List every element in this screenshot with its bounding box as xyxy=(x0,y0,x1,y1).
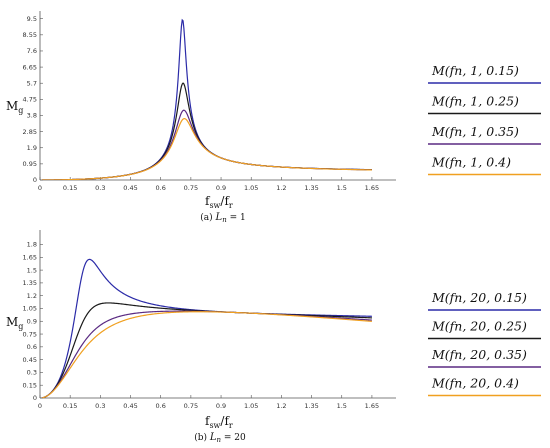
series-line-4 xyxy=(42,118,372,180)
x-tick-label: 0.3 xyxy=(95,402,105,410)
legend-label: M(fn, 1, 0.4) xyxy=(431,155,511,170)
x-tick-label: 1.35 xyxy=(304,184,318,192)
x-tick-label: 0 xyxy=(38,184,42,192)
y-tick-label: 1.9 xyxy=(27,144,37,152)
x-tick-label: 0 xyxy=(38,402,42,410)
y-axis-label: Mg xyxy=(6,99,23,115)
x-tick-label: 0.75 xyxy=(184,184,198,192)
x-tick-label: 1.65 xyxy=(365,402,379,410)
y-tick-label: 0 xyxy=(33,394,37,402)
series-line-3 xyxy=(41,310,372,398)
y-tick-label: 9.5 xyxy=(27,15,37,23)
x-tick-label: 0.6 xyxy=(156,402,166,410)
panel-b: 0 0.15 0.3 0.45 0.6 0.75 0.9 1.05 1.2 1.35 1.5 1.65… xyxy=(6,230,541,444)
y-tick-label: 0 xyxy=(33,176,37,184)
series-line-1 xyxy=(41,258,372,398)
x-tick-label: 0.3 xyxy=(95,184,105,192)
y-tick-label: 1.05 xyxy=(23,305,37,313)
y-tick-label: 7.6 xyxy=(27,47,37,55)
legend-label: M(fn, 20, 0.15) xyxy=(431,290,527,305)
x-tick-label: 1.65 xyxy=(365,184,379,192)
x-tick-label: 1.5 xyxy=(337,402,347,410)
y-tick-label: 8.55 xyxy=(23,31,37,39)
panel-caption: (b) Ln = 20 xyxy=(194,432,246,444)
series-line-3 xyxy=(42,109,372,180)
y-tick-label: 4.75 xyxy=(23,96,37,104)
y-tick-label: 1.8 xyxy=(27,241,37,249)
legend-label: M(fn, 1, 0.35) xyxy=(431,124,519,139)
x-tick-label: 1.2 xyxy=(276,402,286,410)
series-line-2 xyxy=(42,82,372,180)
x-tick-label: 1.5 xyxy=(337,184,347,192)
legend-label: M(fn, 1, 0.25) xyxy=(431,94,519,109)
x-tick-label: 0.75 xyxy=(184,402,198,410)
x-axis-label: fsw/fr xyxy=(205,194,233,210)
y-tick-label: 0.45 xyxy=(23,356,37,364)
legend-label: M(fn, 20, 0.25) xyxy=(431,319,527,334)
y-tick-label: 0.15 xyxy=(23,381,37,389)
series-line-4 xyxy=(41,311,372,398)
y-tick-label: 6.65 xyxy=(23,63,37,71)
x-tick-label: 1.05 xyxy=(244,402,258,410)
legend-label: M(fn, 20, 0.35) xyxy=(431,347,527,362)
x-tick-label: 0.9 xyxy=(216,184,226,192)
x-tick-label: 1.2 xyxy=(276,184,286,192)
y-tick-label: 2.85 xyxy=(23,128,37,136)
x-axis-label: fsw/fr xyxy=(205,414,233,430)
x-tick-label: 0.15 xyxy=(63,402,77,410)
x-tick-label: 0.45 xyxy=(123,402,137,410)
panel-caption: (a) Ln = 1 xyxy=(200,212,245,224)
y-tick-label: 0.9 xyxy=(27,317,37,325)
y-tick-label: 0.95 xyxy=(23,160,37,168)
x-tick-label: 0.6 xyxy=(156,184,166,192)
legend-label: M(fn, 20, 0.4) xyxy=(431,376,519,391)
y-tick-label: 1.35 xyxy=(23,279,37,287)
x-tick-label: 1.05 xyxy=(244,184,258,192)
y-tick-label: 0.6 xyxy=(27,343,37,351)
x-tick-label: 0.15 xyxy=(63,184,77,192)
y-tick-label: 1.2 xyxy=(27,292,37,300)
y-tick-label: 0.75 xyxy=(23,330,37,338)
y-tick-label: 3.8 xyxy=(27,112,37,120)
y-tick-label: 0.3 xyxy=(27,369,37,377)
x-tick-label: 1.35 xyxy=(304,402,318,410)
panel-a: 0 0.95 1.9 2.85 3.8 4.75 5.7 6.65 7.6 8.55 9.5 0 0.1… xyxy=(6,11,541,224)
y-tick-label: 5.7 xyxy=(27,79,37,87)
legend-label: M(fn, 1, 0.15) xyxy=(431,63,519,78)
y-axis-label: Mg xyxy=(6,315,23,331)
x-tick-label: 0.9 xyxy=(216,402,226,410)
x-tick-label: 0.45 xyxy=(123,184,137,192)
y-tick-label: 1.65 xyxy=(23,254,37,262)
y-tick-label: 1.5 xyxy=(27,266,37,274)
series-line-1 xyxy=(42,18,372,180)
